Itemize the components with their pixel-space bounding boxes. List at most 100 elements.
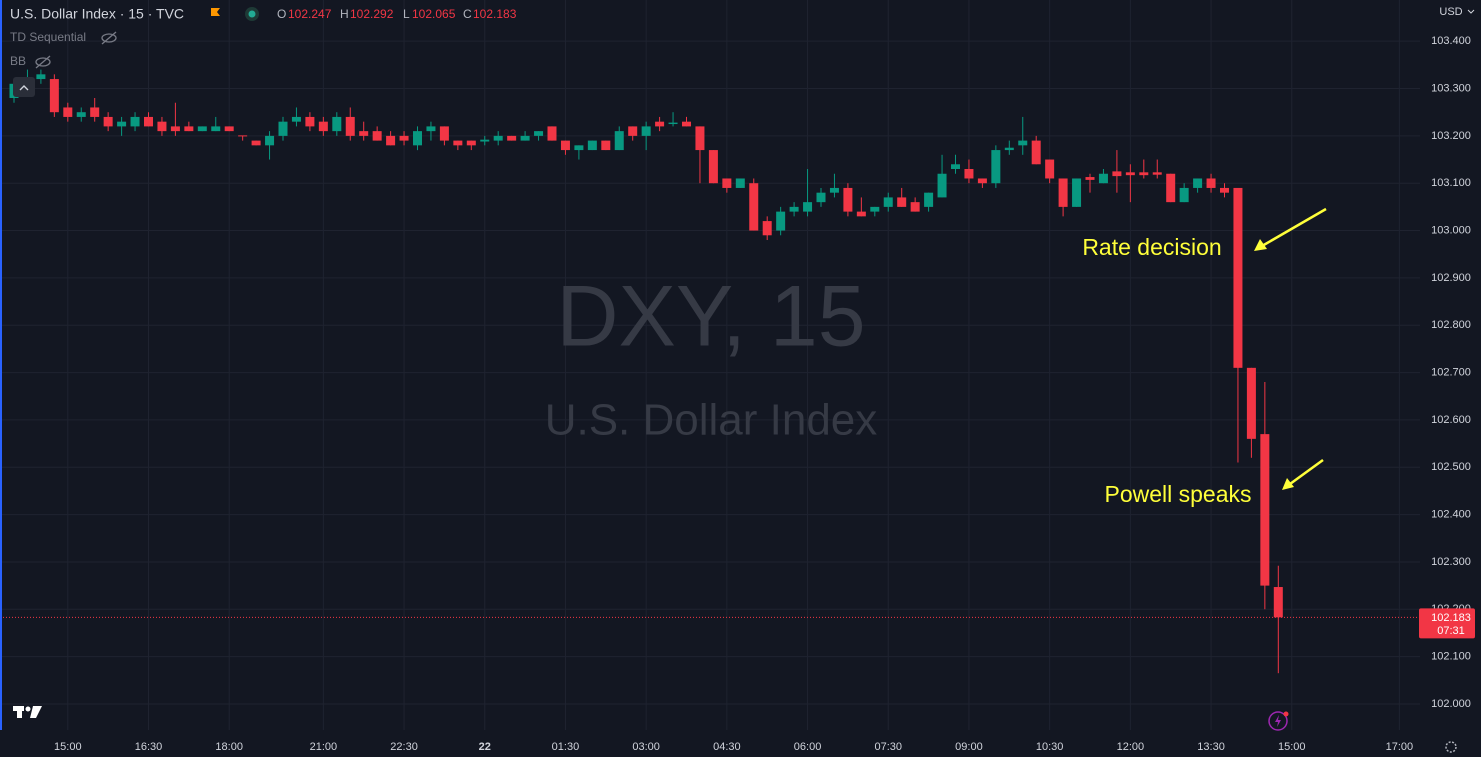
candle-body <box>1193 178 1203 188</box>
candle-body <box>1112 171 1122 177</box>
x-tick-label: 16:30 <box>135 741 163 753</box>
candle-body <box>413 131 422 146</box>
candle-body <box>655 121 665 127</box>
candle-body <box>372 131 382 141</box>
axes: 102.000102.100102.200102.300102.400102.5… <box>54 35 1475 753</box>
x-tick-label: 09:00 <box>955 741 983 753</box>
y-tick-label: 103.400 <box>1431 35 1471 47</box>
x-tick-label: 03:00 <box>632 741 660 753</box>
y-tick-label: 102.500 <box>1431 461 1471 473</box>
candle-body <box>789 206 799 212</box>
x-tick-label: 15:00 <box>54 741 82 753</box>
candle-body <box>534 131 544 136</box>
alert-dot <box>1283 711 1289 717</box>
y-tick-label: 102.100 <box>1431 651 1471 663</box>
candle-body <box>265 135 275 146</box>
indicator-label[interactable]: TD Sequential <box>10 30 86 44</box>
candle-body <box>682 121 691 127</box>
y-tick-label: 102.700 <box>1431 366 1471 378</box>
candle-body <box>601 140 611 151</box>
ohlc-value: 102.247 <box>288 7 332 21</box>
candle-body <box>749 183 759 231</box>
candle-body <box>184 126 194 132</box>
candle-body <box>1152 172 1162 175</box>
time-axis <box>0 730 1481 757</box>
y-tick-label: 102.600 <box>1431 414 1471 426</box>
candle-body <box>924 192 934 207</box>
candle-body <box>332 116 342 132</box>
hidden-icon[interactable] <box>101 31 117 45</box>
candle-body <box>843 187 853 212</box>
annotation: Rate decision <box>1082 234 1221 260</box>
y-tick-label: 103.200 <box>1431 130 1471 142</box>
ohlc-key: H <box>340 7 349 21</box>
x-tick-label: 13:30 <box>1197 741 1225 753</box>
candle-body <box>735 178 745 188</box>
candle-body <box>251 140 261 146</box>
candle-body <box>1220 187 1229 193</box>
candle-body <box>668 122 678 125</box>
candle-body <box>1206 178 1216 188</box>
candle-body <box>870 206 880 212</box>
indicator-label[interactable]: BB <box>10 54 26 68</box>
settings-icon[interactable] <box>1445 741 1457 753</box>
flag-icon[interactable] <box>211 8 220 16</box>
candle-body <box>399 135 409 141</box>
candle-body <box>1139 172 1149 176</box>
collapse-button[interactable] <box>13 77 35 97</box>
candle-body <box>897 197 907 207</box>
x-tick-label: 10:30 <box>1036 741 1064 753</box>
candle-body <box>453 140 463 146</box>
candle-body <box>803 202 813 212</box>
candle-body <box>1072 178 1082 207</box>
candle-body <box>426 126 436 132</box>
hidden-icon[interactable] <box>35 55 51 69</box>
ohlc-value: 102.065 <box>412 7 456 21</box>
tv-logo[interactable] <box>13 706 42 718</box>
candle-body <box>224 126 234 132</box>
candle-body <box>1125 172 1135 176</box>
candle-body <box>1246 367 1256 439</box>
y-tick-label: 102.900 <box>1431 272 1471 284</box>
price-tag-countdown: 07:31 <box>1437 625 1465 637</box>
candle-body <box>466 140 476 146</box>
y-tick-label: 102.300 <box>1431 556 1471 568</box>
candle-body <box>157 121 167 132</box>
candle-body <box>816 192 826 203</box>
candle-body <box>117 121 127 127</box>
x-tick-label: 06:00 <box>794 741 822 753</box>
candle-body <box>587 140 597 151</box>
candle-body <box>238 135 248 137</box>
annotation-arrow <box>1282 458 1324 490</box>
candle-body <box>36 74 46 80</box>
pane-edge <box>0 0 2 730</box>
candle-body <box>386 135 396 146</box>
x-tick-label: 21:00 <box>310 741 338 753</box>
ohlc-value: 102.183 <box>473 7 517 21</box>
candle-body <box>695 126 705 151</box>
symbol-title[interactable]: U.S. Dollar Index · 15 · TVC <box>10 6 184 22</box>
candle-body <box>103 116 113 127</box>
candle-body <box>614 131 624 151</box>
candle-body <box>1166 173 1176 203</box>
candle-body <box>964 169 974 179</box>
candle-body <box>574 145 584 151</box>
candle-body <box>439 126 449 141</box>
y-tick-label: 102.000 <box>1431 698 1471 710</box>
currency-caret <box>1467 9 1475 14</box>
y-tick-label: 102.400 <box>1431 509 1471 521</box>
alert-icon[interactable] <box>1268 711 1288 731</box>
candle-body <box>1179 187 1189 203</box>
x-tick-label: 22 <box>479 741 491 753</box>
candle-body <box>130 116 140 127</box>
y-tick-label: 102.800 <box>1431 319 1471 331</box>
candle-body <box>977 178 987 184</box>
candle-body <box>1004 147 1014 151</box>
candle-body <box>520 135 530 141</box>
collapse-icon <box>19 85 29 91</box>
currency-label[interactable]: USD <box>1439 6 1462 18</box>
candle-body <box>641 126 651 136</box>
candle-body <box>211 126 221 132</box>
candles <box>0 69 1420 674</box>
grid <box>0 0 1420 730</box>
